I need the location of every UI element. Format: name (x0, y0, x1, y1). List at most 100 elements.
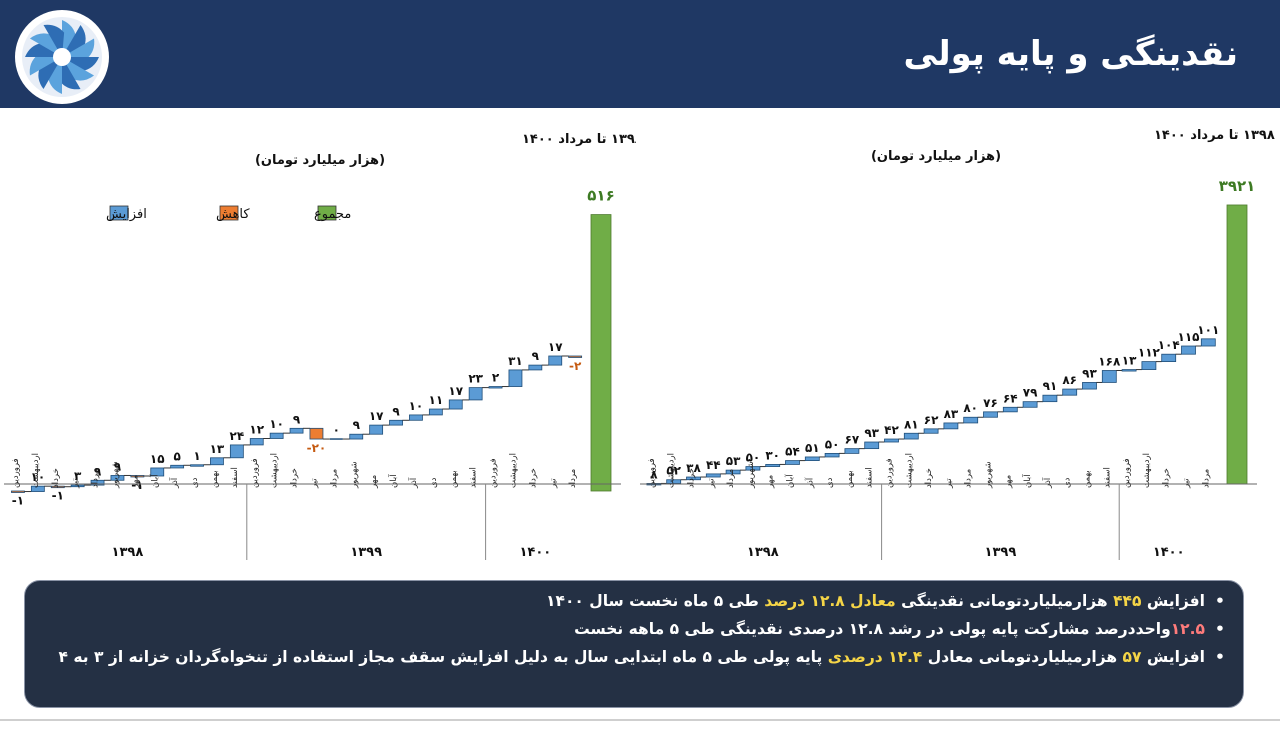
data-label: ۵۱ (805, 441, 820, 455)
waterfall-bar (170, 464, 185, 469)
waterfall-bar (1181, 345, 1196, 355)
waterfall-bar (309, 427, 324, 440)
waterfall-bar (686, 476, 701, 481)
summary-panel: • افزایش ۴۴۵ هزارمیلیاردتومانی نقدینگی م… (24, 580, 1244, 708)
data-label: ۷۶ (983, 396, 998, 410)
waterfall-bar (249, 438, 264, 446)
tick-label: مرداد (91, 469, 101, 488)
data-label: -۱ (52, 489, 64, 503)
waterfall-bar (508, 369, 523, 387)
liquidity-chart: میزان افزایش ماهانه نقدینگی از فروردین ۱… (636, 110, 1280, 572)
tick-label: تیر (71, 478, 81, 489)
waterfall-bar (943, 422, 959, 430)
waterfall-bar (725, 469, 741, 475)
tick-label: مرداد (964, 469, 974, 488)
waterfall-bar (884, 438, 899, 443)
waterfall-bar (923, 428, 939, 434)
data-label: ۹۳ (864, 426, 879, 440)
tick-label: آذر (1041, 477, 1053, 489)
data-label: ۳۰ (765, 448, 780, 462)
summary-fragment: افزایش (1141, 592, 1205, 610)
summary-bullet: • افزایش ۵۷ هزارمیلیاردتومانی معادل ۱۲.۴… (41, 643, 1227, 671)
tick-label: فروردین (11, 458, 21, 488)
waterfall-bar (824, 452, 840, 458)
data-label: ۷۹ (1023, 386, 1038, 400)
tick-label: بهمن (449, 470, 459, 488)
tick-label: شهریور (349, 461, 359, 489)
chart-subtitle: (هزار میلیارد تومان) (871, 149, 1001, 164)
tick-label: اردیبهشت (904, 453, 914, 488)
highlight-text: ۵۷ (1122, 648, 1142, 666)
data-label: ۴۲ (884, 423, 899, 437)
waterfall-bar (190, 464, 204, 467)
data-label: ۵۲ (666, 464, 681, 478)
tick-label: اسفند (865, 467, 875, 488)
tick-label: دی (190, 477, 200, 488)
summary-text: افزایش ۵۷ هزارمیلیاردتومانی معادل ۱۲.۴ د… (41, 643, 1205, 671)
data-label: ۶۴ (1003, 391, 1018, 405)
highlight-text: ۱۲.۵ (1170, 620, 1205, 638)
summary-bullet: • افزایش ۴۴۵ هزارمیلیاردتومانی نقدینگی م… (41, 587, 1227, 615)
data-label: ۱۳ (210, 442, 225, 456)
data-label: ۱۳ (1122, 354, 1137, 368)
tick-label: اردیبهشت (667, 453, 677, 488)
total-label: ۳۹۲۱ (1219, 177, 1256, 195)
data-label: ۱۰ (409, 399, 424, 413)
footer-divider (0, 719, 1280, 721)
tick-label: آبان (148, 474, 160, 488)
summary-bullet: • ۱۲.۵واحددرصد مشارکت پایه پولی در رشد ۱… (41, 615, 1227, 643)
tick-label: دی (825, 477, 835, 488)
waterfall-bar (785, 460, 800, 465)
waterfall-bar (666, 479, 682, 484)
data-label: ۳۸ (686, 461, 701, 475)
tick-label: فروردین (647, 458, 657, 488)
summary-fragment: پایه پولی طی ۵ ماه ابتدایی سال به دلیل ا… (58, 648, 828, 666)
tick-label: بهمن (210, 470, 220, 488)
summary-text: ۱۲.۵واحددرصد مشارکت پایه پولی در رشد ۱۲.… (41, 615, 1205, 643)
waterfall-bar (70, 484, 85, 488)
legend-swatch (219, 205, 239, 221)
waterfall-bar (409, 414, 423, 421)
waterfall-bar (1042, 394, 1058, 403)
tick-label: اردیبهشت (270, 453, 280, 488)
waterfall-bar (349, 433, 364, 440)
waterfall-bar (210, 457, 224, 466)
waterfall-bar (864, 441, 880, 450)
legend-swatch (109, 205, 129, 221)
tick-label: شهریور (110, 461, 120, 489)
tick-label: خرداد (528, 468, 538, 488)
waterfall-bar (11, 490, 25, 493)
waterfall-bar (1022, 401, 1038, 408)
data-label: ۱۰۱ (1197, 323, 1219, 337)
waterfall-bar (548, 355, 563, 366)
summary-fragment: طی ۵ ماه نخست سال ۱۴۰۰ (546, 592, 765, 610)
data-label: ۹ (94, 464, 102, 478)
waterfall-bar (448, 399, 463, 410)
liquidity-waterfall: میزان افزایش ماهانه نقدینگی از فروردین ۱… (640, 127, 1280, 560)
tick-label: شهریور (746, 461, 756, 489)
data-label: ۳ (74, 469, 82, 483)
page-title: نقدینگی و پایه پولی (903, 34, 1238, 74)
highlight-text: ۱۲.۴ درصدی (827, 648, 923, 666)
data-label: ۹۳ (1082, 366, 1097, 380)
chart-subtitle: (هزار میلیارد تومان) (255, 153, 385, 168)
tick-label: مهر (130, 475, 140, 489)
data-label: ۱۷ (548, 340, 563, 354)
waterfall-bar (1101, 370, 1117, 383)
tick-label: آذر (803, 477, 815, 489)
data-label: ۱۷ (448, 384, 463, 398)
data-label: ۵۰ (825, 437, 840, 451)
tick-label: فروردین (1122, 458, 1132, 488)
waterfall-bar (428, 408, 443, 416)
data-label: ۱۰ (31, 470, 46, 484)
tick-label: تیر (1182, 478, 1192, 489)
waterfall-bar (1082, 382, 1097, 390)
data-label: ۴۴ (706, 458, 721, 472)
data-label: -۲ (569, 359, 582, 373)
summary-fragment: هزارمیلیاردتومانی معادل (922, 648, 1123, 666)
tick-label: خرداد (290, 468, 300, 488)
tick-label: دی (1063, 477, 1073, 488)
waterfall-bar (844, 448, 860, 454)
total-label: ۵۱۶ (587, 187, 614, 205)
data-label: ۱ (193, 449, 200, 463)
